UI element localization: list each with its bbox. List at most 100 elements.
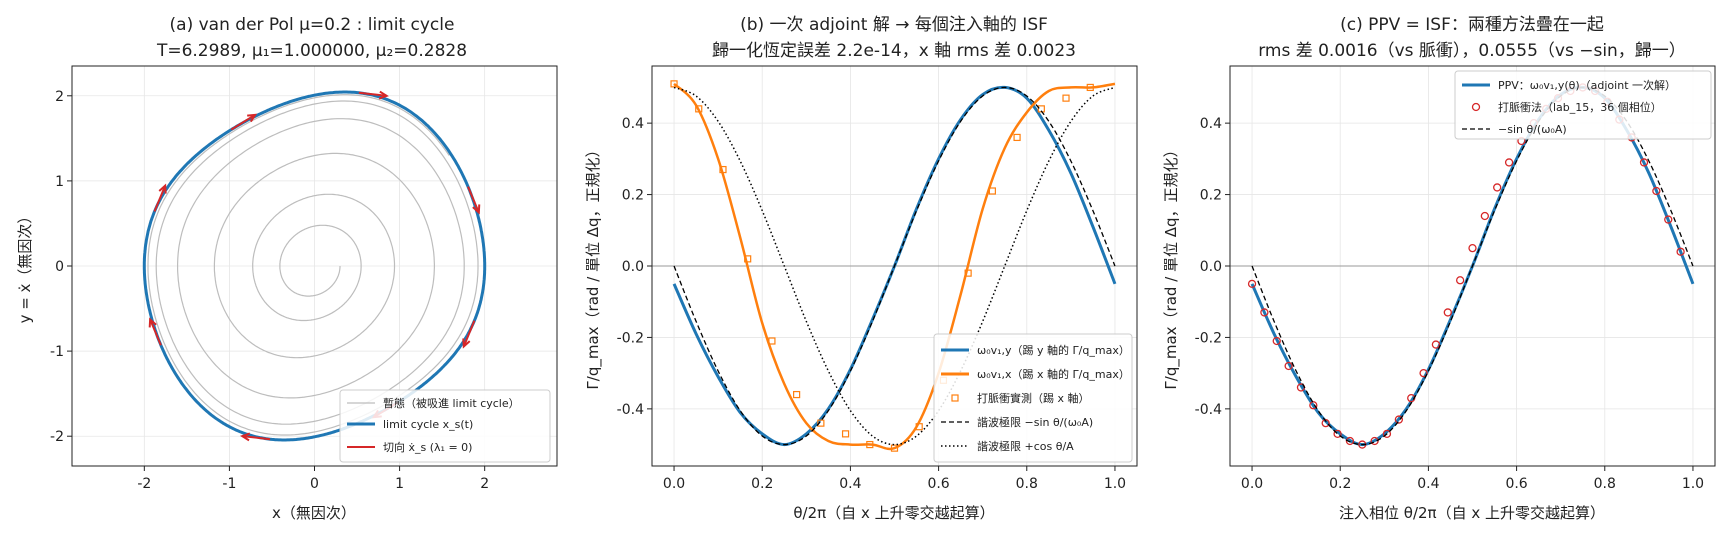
- panel-a-xlabel: x（無因次）: [272, 504, 356, 522]
- legend-b-pulse-label: 打脈衝實測（踢 x 軸）: [977, 391, 1090, 405]
- series-pulse-marker: [1431, 340, 1441, 349]
- tangent-arrow-head: [462, 338, 471, 349]
- panel-a-ytick-label: 1: [55, 174, 64, 190]
- panel-a-ylabel: y = ẋ（無因次）: [16, 209, 34, 324]
- panel-b-xtick-label: 1.0: [1104, 476, 1126, 492]
- panel-c-ytick-label: 0.2: [1200, 188, 1222, 204]
- series-pulse-marker: [1419, 368, 1428, 378]
- series-pulse-marker: [964, 269, 972, 277]
- series-pulse-marker: [988, 187, 996, 195]
- series-pulse-marker: [1676, 247, 1685, 256]
- panel-a: (a) van der Pol μ=0.2 : limit cycle T=6.…: [16, 15, 558, 522]
- panel-a-title: (a) van der Pol μ=0.2 : limit cycle: [170, 15, 455, 35]
- panel-b-ylabel: Γ/q_max（rad / 單位 Δq，正規化）: [584, 142, 603, 389]
- series-pulse-marker: [1321, 418, 1330, 428]
- legend-b-sin-label: 諧波極限 −sin θ/(ω₀A): [977, 415, 1093, 429]
- tangent-arrow-head: [148, 317, 157, 328]
- series-pulse-marker: [1468, 243, 1477, 253]
- series-pulse-marker: [1652, 186, 1661, 196]
- series-pulse-marker: [866, 440, 874, 449]
- tangent-arrow-head: [472, 204, 481, 215]
- tangent-arrow: [149, 319, 162, 346]
- panel-b-title: (b) 一次 adjoint 解 → 每個注入軸的 ISF: [740, 15, 1048, 35]
- panel-c-ticks: 0.0 0.2 0.4 0.6 0.8 1.0 -0.4 -0.2 0.0 0.2 0.4: [1195, 116, 1704, 492]
- legend-c-sin-label: −sin θ/(ω₀A): [1498, 123, 1567, 136]
- panel-a-xtick-label: 2: [480, 476, 489, 492]
- panel-b-subtitle: 歸一化恆定誤差 2.2e-14，x 軸 rms 差 0.0023: [712, 41, 1076, 61]
- legend-a-tangent-label: 切向 ẋ_s (λ₁ = 0): [383, 440, 472, 454]
- legend-b-cos-label: 諧波極限 +cos θ/A: [977, 439, 1074, 453]
- legend-b-vx-label: ω₀v₁,x（踢 x 軸的 Γ/q_max）: [977, 367, 1130, 381]
- series-pulse-marker: [1013, 133, 1021, 142]
- series-pulse-marker: [841, 430, 850, 438]
- panel-b-xtick-label: 0.0: [663, 476, 685, 492]
- series-pulse-marker: [793, 390, 801, 399]
- panel-c: (c) PPV = ISF：兩種方法疊在一起 rms 差 0.0016（vs 脈…: [1162, 15, 1716, 522]
- series-pulse-marker: [890, 444, 899, 452]
- panel-b: (b) 一次 adjoint 解 → 每個注入軸的 ISF 歸一化恆定誤差 2.…: [584, 15, 1138, 522]
- panel-b-ytick-label: 0.4: [622, 116, 644, 132]
- series-pulse-marker: [1370, 436, 1379, 446]
- panel-a-subtitle: T=6.2989, μ₁=1.000000, μ₂=0.2828: [156, 41, 467, 61]
- legend-c-ppv-label: PPV：ω₀v₁,y(θ)（adjoint 一次解）: [1498, 78, 1676, 92]
- panel-c-xtick-label: 1.0: [1682, 476, 1704, 492]
- legend-b-vy-label: ω₀v₁,y（踢 y 軸的 Γ/q_max）: [977, 343, 1130, 357]
- series-pulse-marker: [1333, 429, 1342, 439]
- panel-c-ytick-label: -0.4: [1195, 402, 1222, 418]
- panel-c-xtick-label: 0.4: [1417, 476, 1439, 492]
- panel-b-xtick-label: 0.4: [839, 476, 861, 492]
- panel-a-xtick-label: -2: [137, 476, 151, 492]
- tangent-arrow: [358, 91, 387, 97]
- series-pulse-marker: [1456, 276, 1465, 285]
- tangent-arrow: [230, 113, 256, 131]
- series-vx-curve: [673, 82, 1116, 451]
- panel-b-ytick-label: -0.4: [617, 402, 644, 418]
- panel-a-legend: 暫態（被吸進 limit cycle） limit cycle x_s(t) 切…: [339, 389, 551, 463]
- panel-c-ytick-label: 0.4: [1200, 116, 1222, 132]
- panel-c-xtick-label: 0.6: [1505, 476, 1527, 492]
- panel-c-legend-box: [1454, 70, 1712, 140]
- series-pulse-marker: [768, 337, 776, 345]
- panel-b-legend-box: [933, 333, 1133, 463]
- legend-a-cycle-label: limit cycle x_s(t): [383, 418, 473, 431]
- panel-a-ytick-label: 2: [55, 89, 64, 105]
- panel-a-ytick-label: -1: [50, 344, 64, 360]
- series-pulse-marker: [1493, 183, 1502, 192]
- panel-b-xtick-label: 0.8: [1016, 476, 1038, 492]
- panel-b-ytick-label: 0.2: [622, 188, 644, 204]
- series-pulse-marker: [1480, 211, 1489, 221]
- series-pulse-marker: [744, 255, 752, 263]
- series-pulse-marker: [1345, 436, 1355, 446]
- legend-c-pulse-swatch: [1471, 102, 1481, 112]
- panel-b-plot-area: [652, 80, 1137, 452]
- legend-b-pulse-swatch: [951, 394, 959, 402]
- tangent-arrow-head: [247, 113, 258, 123]
- panel-b-ytick-label: -0.2: [617, 330, 644, 346]
- panel-a-legend-box: [339, 389, 551, 463]
- panel-b-xlabel: θ/2π（自 x 上升零交越起算）: [793, 504, 994, 522]
- panel-b-xtick-label: 0.6: [927, 476, 949, 492]
- panel-a-ytick-label: -2: [50, 429, 64, 445]
- tangent-arrow: [462, 320, 476, 347]
- series-pulse-marker: [1284, 361, 1293, 371]
- panel-a-xtick-label: 0: [310, 476, 319, 492]
- panel-a-ticks: -2 -1 0 1 2 -2 -1 0 1 2: [50, 89, 489, 492]
- series-pulse-marker: [695, 105, 703, 113]
- panel-c-ytick-label: 0.0: [1200, 259, 1222, 275]
- panel-c-xlabel: 注入相位 θ/2π（自 x 上升零交越起算）: [1339, 504, 1605, 522]
- tangent-arrow-head: [239, 432, 251, 442]
- series-pulse-marker: [1382, 429, 1392, 439]
- panel-b-legend: ω₀v₁,y（踢 y 軸的 Γ/q_max） ω₀v₁,x（踢 x 軸的 Γ/q…: [933, 333, 1133, 463]
- series-pulse-marker: [817, 419, 825, 427]
- legend-a-transient-label: 暫態（被吸進 limit cycle）: [383, 396, 520, 410]
- series-pulse-marker: [1062, 94, 1070, 102]
- series-pulse-marker: [719, 165, 727, 174]
- panel-b-ticks: 0.0 0.2 0.4 0.6 0.8 1.0 -0.4 -0.2 0.0 0.2 0.4: [617, 116, 1126, 492]
- series-pulse-marker: [1639, 158, 1649, 167]
- panel-c-ylabel: Γ/q_max（rad / 單位 Δq，正規化）: [1162, 142, 1181, 389]
- panel-c-xtick-label: 0.2: [1329, 476, 1351, 492]
- panel-c-subtitle: rms 差 0.0016（vs 脈衝），0.0555（vs −sin，歸一）: [1258, 41, 1686, 61]
- transient-trajectory: [147, 94, 479, 436]
- tangent-arrow-head: [378, 90, 389, 100]
- series-pulse-marker: [1086, 83, 1094, 92]
